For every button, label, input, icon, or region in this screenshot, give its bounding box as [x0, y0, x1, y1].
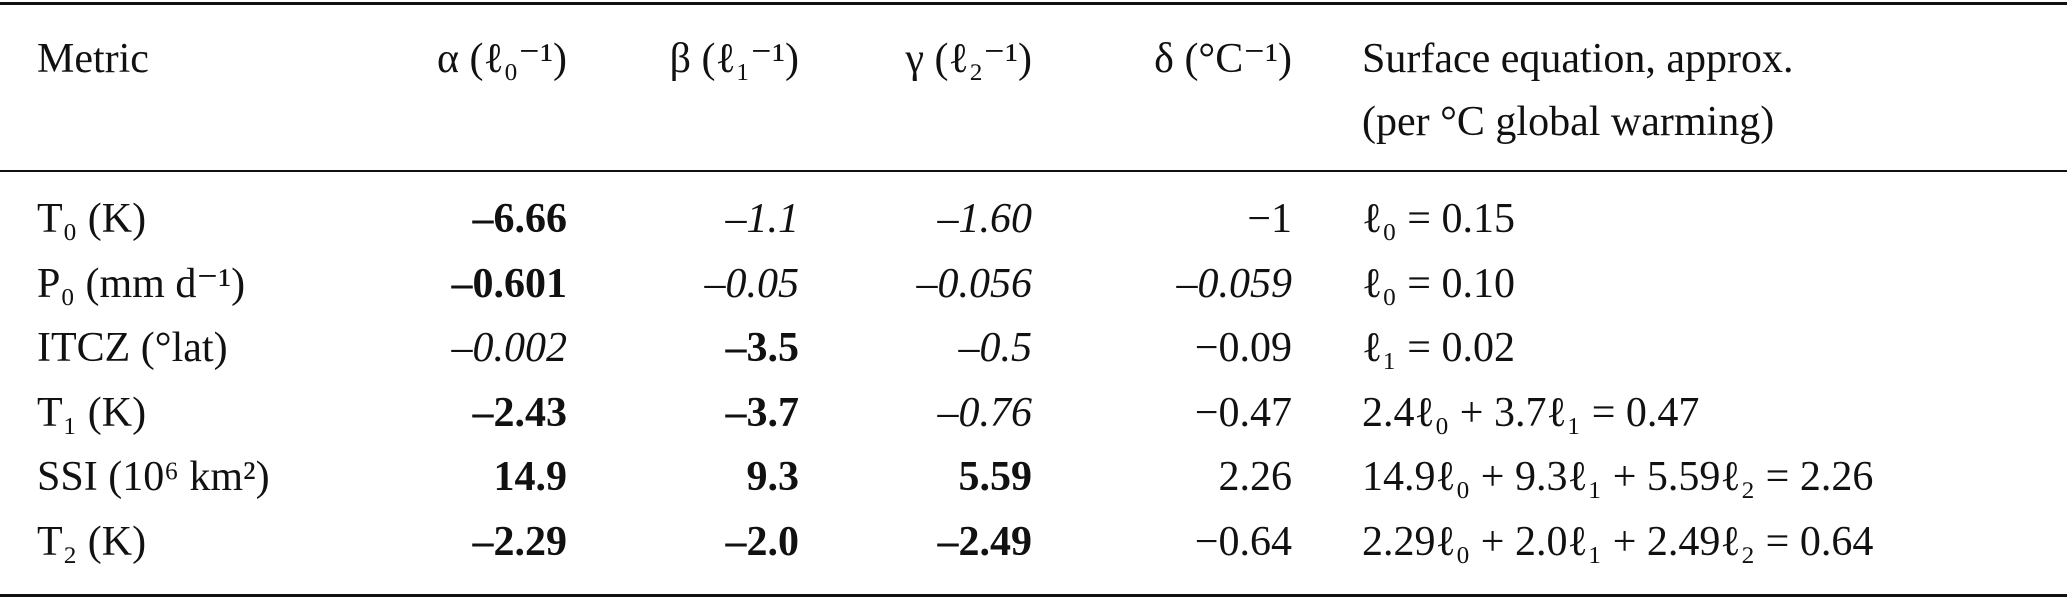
header-column: β (ℓ₁⁻¹)	[669, 36, 799, 82]
cell: 5.59	[958, 454, 1033, 500]
header-column: α (ℓ₀⁻¹)	[437, 36, 567, 82]
cell: –2.43	[472, 389, 568, 436]
cell: 2.26	[1218, 454, 1293, 500]
cell: –0.05	[704, 260, 800, 307]
cell: –0.059	[1176, 260, 1293, 307]
cell: –2.49	[937, 518, 1033, 565]
header-metric: Metric	[37, 36, 149, 82]
cell: –2.0	[725, 518, 800, 565]
cell: –0.601	[451, 260, 568, 307]
header-equation: (per °C global warming)	[1362, 99, 1775, 145]
cell: −0.47	[1194, 389, 1292, 436]
header-column: γ (ℓ₂⁻¹)	[905, 36, 1032, 82]
cell: –0.76	[937, 389, 1033, 436]
header-rule	[0, 170, 2067, 172]
cell: –1.1	[725, 196, 800, 242]
row-metric: T₁ (K)	[37, 389, 147, 436]
cell: –6.66	[472, 196, 568, 242]
bottom-rule	[0, 594, 2067, 597]
row-metric: T₂ (K)	[37, 518, 147, 565]
top-rule	[0, 2, 2067, 5]
row-equation: 14.9ℓ₀ + 9.3ℓ₁ + 5.59ℓ₂ = 2.26	[1362, 454, 1874, 500]
cell: –2.29	[472, 518, 568, 565]
cell: –0.056	[916, 260, 1033, 307]
row-equation: 2.29ℓ₀ + 2.0ℓ₁ + 2.49ℓ₂ = 0.64	[1362, 518, 1874, 565]
row-equation: ℓ₁ = 0.02	[1362, 325, 1515, 371]
cell: −0.64	[1194, 518, 1292, 565]
header-column: δ (°C⁻¹)	[1154, 36, 1292, 82]
cell: −0.09	[1194, 325, 1292, 371]
row-metric: ITCZ (°lat)	[37, 325, 228, 371]
cell: –1.60	[937, 196, 1033, 242]
header-equation: Surface equation, approx.	[1362, 36, 1794, 82]
cell: –0.002	[451, 325, 568, 371]
cell: 14.9	[493, 454, 568, 500]
row-equation: ℓ₀ = 0.15	[1362, 196, 1515, 242]
cell: –3.7	[725, 389, 800, 436]
row-equation: ℓ₀ = 0.10	[1362, 260, 1515, 307]
row-metric: SSI (10⁶ km²)	[37, 454, 270, 500]
cell: 9.3	[746, 454, 800, 500]
row-metric: T₀ (K)	[37, 196, 147, 242]
row-equation: 2.4ℓ₀ + 3.7ℓ₁ = 0.47	[1362, 389, 1700, 436]
cell: –0.5	[958, 325, 1033, 371]
cell: −1	[1247, 196, 1292, 242]
row-metric: P₀ (mm d⁻¹)	[37, 260, 246, 307]
cell: –3.5	[725, 325, 800, 371]
